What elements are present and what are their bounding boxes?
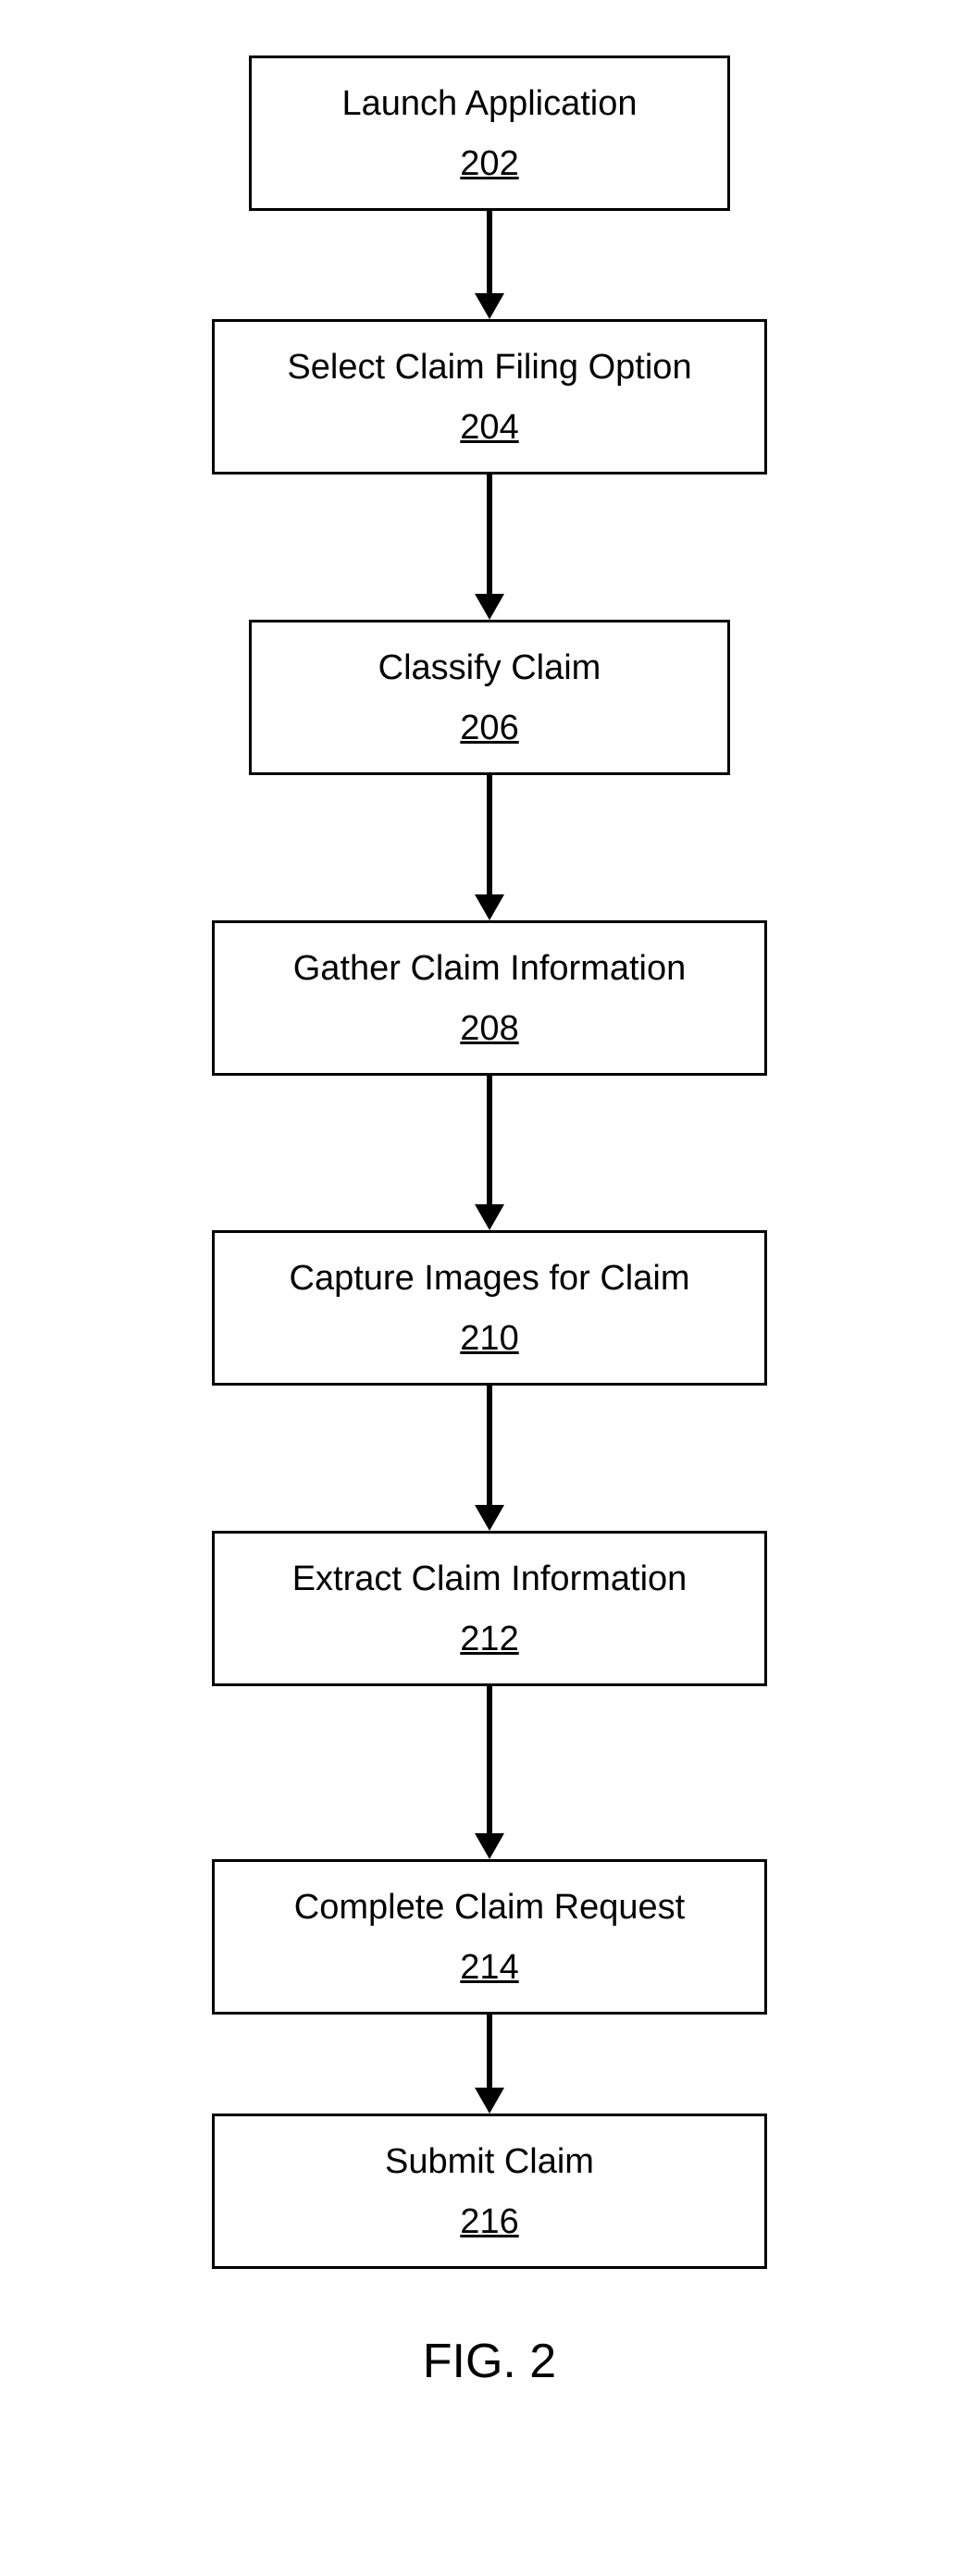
flowchart-node-210: Capture Images for Claim 210 <box>212 1230 767 1386</box>
arrow-head-icon <box>475 2088 504 2114</box>
flowchart-node-214: Complete Claim Request 214 <box>212 1859 767 2015</box>
node-ref: 210 <box>252 1319 727 1359</box>
flowchart-node-208: Gather Claim Information 208 <box>212 920 767 1076</box>
arrow-shaft <box>487 2015 492 2089</box>
node-label: Gather Claim Information <box>252 949 727 989</box>
node-ref: 214 <box>252 1948 727 1988</box>
flowchart-arrow <box>475 211 504 319</box>
flowchart-node-206: Classify Claim 206 <box>249 620 730 775</box>
arrow-head-icon <box>475 1204 504 1230</box>
flowchart-node-212: Extract Claim Information 212 <box>212 1531 767 1686</box>
node-ref: 208 <box>252 1009 727 1049</box>
arrow-head-icon <box>475 1833 504 1859</box>
arrow-head-icon <box>475 1505 504 1531</box>
flowchart-arrow <box>475 2015 504 2114</box>
arrow-shaft <box>487 775 492 895</box>
flowchart-arrow <box>475 775 504 920</box>
flowchart-arrow <box>475 1386 504 1531</box>
arrow-head-icon <box>475 293 504 319</box>
flowchart-container: Launch Application 202 Select Claim Filing… <box>212 55 767 2269</box>
arrow-shaft <box>487 211 492 294</box>
flowchart-node-204: Select Claim Filing Option 204 <box>212 319 767 475</box>
flowchart-node-202: Launch Application 202 <box>249 55 730 211</box>
arrow-head-icon <box>475 594 504 620</box>
flowchart-arrow <box>475 1686 504 1859</box>
flowchart-node-216: Submit Claim 216 <box>212 2114 767 2269</box>
arrow-head-icon <box>475 894 504 920</box>
arrow-shaft <box>487 1386 492 1506</box>
arrow-shaft <box>487 1686 492 1834</box>
node-ref: 202 <box>289 144 690 184</box>
node-ref: 212 <box>252 1620 727 1659</box>
node-label: Submit Claim <box>252 2142 727 2182</box>
node-label: Select Claim Filing Option <box>252 348 727 388</box>
node-label: Classify Claim <box>289 648 690 688</box>
figure-label: FIG. 2 <box>423 2334 556 2389</box>
arrow-shaft <box>487 1076 492 1205</box>
node-label: Capture Images for Claim <box>252 1259 727 1299</box>
node-ref: 216 <box>252 2202 727 2242</box>
arrow-shaft <box>487 475 492 595</box>
node-ref: 204 <box>252 408 727 448</box>
node-ref: 206 <box>289 709 690 748</box>
node-label: Launch Application <box>289 84 690 124</box>
flowchart-arrow <box>475 1076 504 1230</box>
node-label: Extract Claim Information <box>252 1559 727 1599</box>
flowchart-arrow <box>475 475 504 620</box>
node-label: Complete Claim Request <box>252 1888 727 1928</box>
